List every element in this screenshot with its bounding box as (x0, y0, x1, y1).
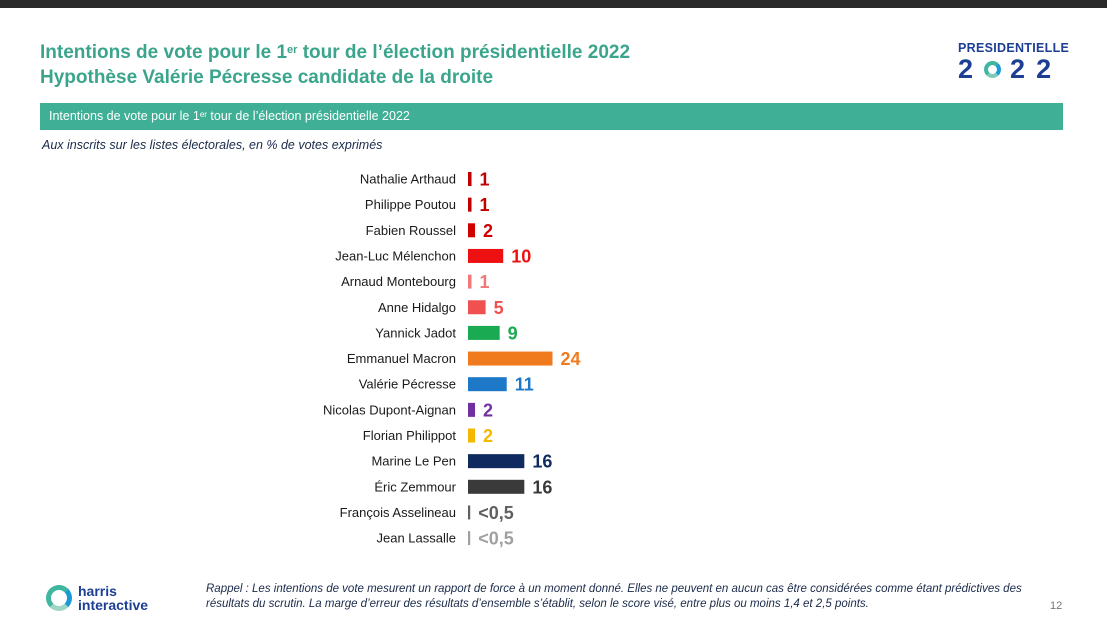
bar-row: Florian Philippot 2 (363, 426, 493, 446)
data-label: 16 (532, 452, 552, 472)
bar (468, 248, 504, 263)
bar-row: François Asselineau <0,5 (340, 503, 514, 523)
bar (468, 300, 486, 315)
chart-subtitle: Aux inscrits sur les listes électorales,… (42, 138, 383, 152)
data-label: <0,5 (478, 529, 514, 549)
category-label: Arnaud Montebourg (341, 274, 456, 289)
data-label: 1 (480, 195, 490, 215)
category-label: Nathalie Arthaud (360, 172, 456, 187)
category-label: Florian Philippot (363, 428, 457, 443)
bar-row: Nathalie Arthaud 1 (360, 170, 490, 190)
bar-row: Yannick Jadot 9 (375, 323, 517, 343)
bar-row: Marine Le Pen 16 (371, 452, 552, 472)
category-label: Éric Zemmour (374, 479, 456, 494)
bar-row: Éric Zemmour 16 (374, 477, 552, 497)
data-label: 1 (480, 170, 490, 190)
data-label: 16 (532, 477, 552, 497)
category-label: Valérie Pécresse (359, 377, 456, 392)
category-label: Jean-Luc Mélenchon (335, 248, 456, 263)
bar-row: Fabien Roussel 2 (366, 221, 493, 241)
bar-row: Philippe Poutou 1 (365, 195, 490, 215)
bar (468, 325, 500, 340)
bar (468, 223, 476, 238)
chart-banner: Intentions de vote pour le 1er tour de l… (40, 103, 1063, 130)
bar-row: Anne Hidalgo 5 (378, 298, 504, 318)
data-label: 2 (483, 221, 493, 241)
category-label: Fabien Roussel (366, 223, 456, 238)
top-bar (0, 0, 1107, 8)
data-label: 10 (511, 246, 531, 266)
page-number: 12 (1050, 600, 1063, 612)
bar (468, 351, 553, 366)
bar (468, 402, 476, 417)
bar-row: Emmanuel Macron 24 (347, 349, 581, 369)
bar (468, 274, 472, 289)
title-line-1: Intentions de vote pour le 1er tour de l… (40, 42, 631, 63)
disclaimer-text: Rappel : Les intentions de vote mesurent… (206, 583, 1022, 610)
bar (468, 428, 476, 443)
bar-row: Jean Lassalle <0,5 (377, 529, 514, 549)
data-label: 2 (483, 426, 493, 446)
bar-row: Nicolas Dupont-Aignan 2 (323, 400, 493, 420)
harris-ring-icon (46, 585, 72, 611)
data-label: 11 (515, 375, 534, 395)
bar (468, 505, 471, 520)
bar-row: Arnaud Montebourg 1 (341, 272, 489, 292)
title-line-2: Hypothèse Valérie Pécresse candidate de … (40, 67, 494, 88)
category-label: Yannick Jadot (375, 325, 456, 340)
bar-row: Valérie Pécresse 11 (359, 375, 534, 395)
data-label: <0,5 (478, 503, 514, 523)
bar (468, 531, 471, 546)
harris-logo: harris interactive (46, 584, 148, 612)
data-label: 1 (480, 272, 490, 292)
page-title: Intentions de vote pour le 1er tour de l… (40, 40, 630, 90)
bar-chart: Nathalie Arthaud 1 Philippe Poutou 1 Fabien … (323, 170, 581, 549)
ring-icon (984, 60, 1002, 78)
category-label: Philippe Poutou (365, 197, 456, 212)
bar (468, 454, 525, 469)
data-label: 24 (560, 349, 580, 369)
data-label: 2 (483, 400, 493, 420)
category-label: Anne Hidalgo (378, 300, 456, 315)
category-label: Emmanuel Macron (347, 351, 456, 366)
category-label: Marine Le Pen (371, 454, 456, 469)
bar (468, 479, 525, 494)
bar-row: Jean-Luc Mélenchon 10 (335, 246, 531, 266)
logo-text: PRESIDENTIELLE (958, 41, 1070, 55)
data-label: 5 (494, 298, 504, 318)
category-label: Jean Lassalle (377, 531, 457, 546)
data-label: 9 (508, 323, 518, 343)
bar (468, 197, 472, 212)
category-label: Nicolas Dupont-Aignan (323, 402, 456, 417)
bar (468, 172, 472, 186)
category-label: François Asselineau (340, 505, 456, 520)
bar (468, 377, 507, 392)
